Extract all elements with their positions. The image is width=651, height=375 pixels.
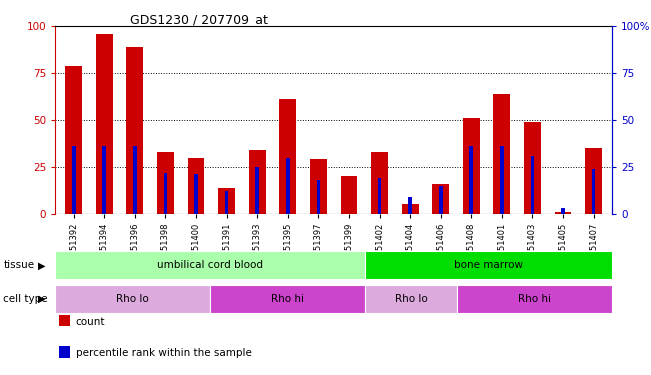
- Bar: [279, 99, 296, 214]
- Bar: [194, 174, 198, 214]
- Bar: [493, 94, 510, 214]
- Bar: [371, 152, 388, 214]
- Bar: [310, 159, 327, 214]
- Bar: [340, 176, 357, 214]
- Bar: [365, 285, 457, 313]
- Text: ▶: ▶: [38, 294, 46, 304]
- Bar: [439, 186, 443, 214]
- Bar: [531, 156, 534, 214]
- Bar: [55, 285, 210, 313]
- Bar: [402, 204, 419, 214]
- Bar: [96, 34, 113, 214]
- Bar: [102, 146, 106, 214]
- Bar: [469, 146, 473, 214]
- Bar: [316, 180, 320, 214]
- Bar: [432, 184, 449, 214]
- Bar: [463, 118, 480, 214]
- Text: Rho lo: Rho lo: [117, 294, 149, 304]
- Text: bone marrow: bone marrow: [454, 260, 523, 270]
- Text: umbilical cord blood: umbilical cord blood: [157, 260, 263, 270]
- Text: GDS1230 / 207709_at: GDS1230 / 207709_at: [130, 13, 268, 26]
- Bar: [378, 178, 381, 214]
- Text: percentile rank within the sample: percentile rank within the sample: [76, 348, 251, 358]
- Bar: [163, 172, 167, 214]
- Bar: [500, 146, 504, 214]
- Text: tissue: tissue: [3, 260, 35, 270]
- Bar: [592, 169, 596, 214]
- Bar: [157, 152, 174, 214]
- Bar: [225, 191, 229, 214]
- Bar: [55, 251, 365, 279]
- Text: cell type: cell type: [3, 294, 48, 304]
- Bar: [408, 197, 412, 214]
- Bar: [555, 212, 572, 214]
- Text: Rho hi: Rho hi: [518, 294, 551, 304]
- Text: count: count: [76, 316, 105, 327]
- Bar: [133, 146, 137, 214]
- Bar: [585, 148, 602, 214]
- Bar: [187, 158, 204, 214]
- Bar: [126, 47, 143, 214]
- Bar: [255, 167, 259, 214]
- Bar: [561, 208, 565, 214]
- Bar: [249, 150, 266, 214]
- Text: Rho hi: Rho hi: [271, 294, 304, 304]
- Text: ▶: ▶: [38, 260, 46, 270]
- Bar: [72, 146, 76, 214]
- Bar: [65, 66, 82, 214]
- Bar: [524, 122, 541, 214]
- Text: Rho lo: Rho lo: [395, 294, 427, 304]
- Bar: [365, 251, 612, 279]
- Bar: [286, 158, 290, 214]
- Bar: [218, 188, 235, 214]
- Bar: [210, 285, 365, 313]
- Bar: [457, 285, 612, 313]
